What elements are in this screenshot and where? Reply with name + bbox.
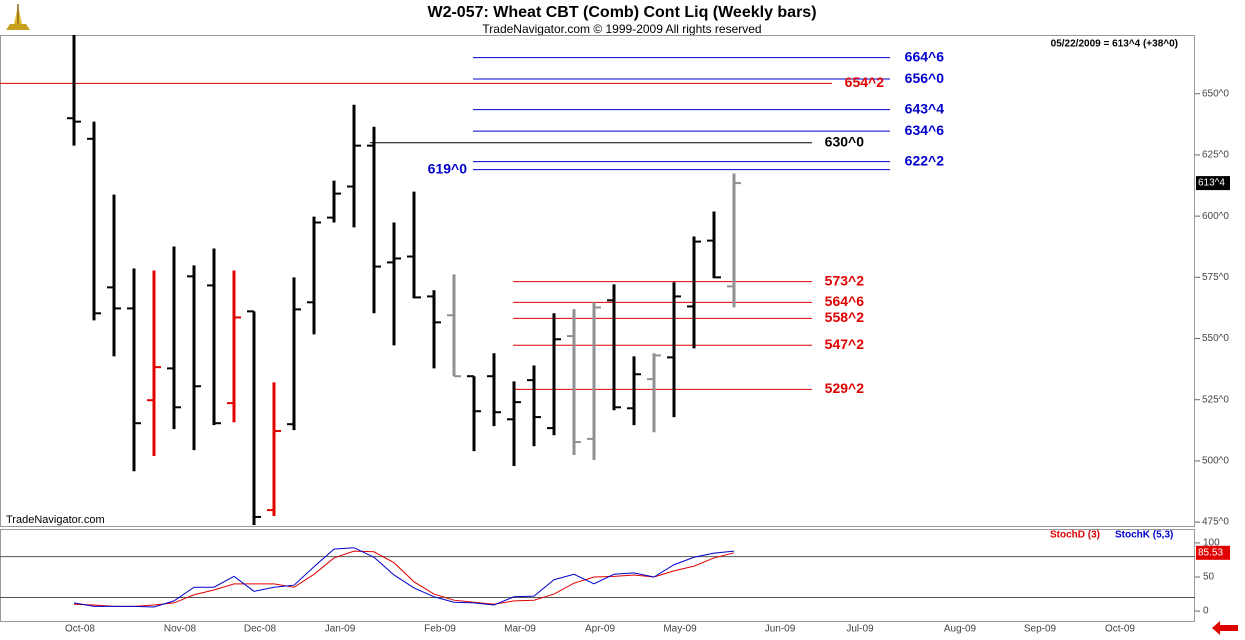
x-tick-label: May-09	[663, 624, 697, 635]
level-label: 664^6	[905, 48, 945, 64]
y-tick-label: 625^0	[1202, 150, 1229, 161]
legend-entry: StochD (3)	[1050, 530, 1100, 541]
logo	[6, 4, 30, 30]
level-label: 558^2	[825, 309, 865, 325]
stoch-panel	[0, 529, 1195, 622]
date-annotation: 05/22/2009 = 613^4 (+38^0)	[1051, 39, 1178, 50]
level-label: 643^4	[905, 100, 945, 116]
x-tick-label: Jan-09	[325, 624, 356, 635]
price-panel	[0, 35, 1195, 527]
last-stoch-label: 85.53	[1198, 547, 1223, 558]
stoch-line	[73, 547, 735, 608]
x-tick-label: Jun-09	[765, 624, 796, 635]
y-tick-label: 0	[1203, 606, 1209, 617]
level-label: 654^2	[845, 74, 885, 90]
x-tick-label: Apr-09	[585, 624, 615, 635]
x-tick-label: Nov-08	[164, 624, 197, 635]
last-stoch-box	[1196, 545, 1230, 560]
y-tick-label: 50	[1203, 572, 1215, 583]
last-price-label: 613^4	[1198, 178, 1225, 189]
x-tick-label: Aug-09	[944, 624, 977, 635]
y-tick-label: 525^0	[1202, 394, 1229, 405]
last-price-box	[1196, 176, 1230, 191]
level-label: 529^2	[825, 380, 865, 396]
scroll-arrow[interactable]	[1212, 621, 1238, 635]
level-label: 619^0	[428, 160, 468, 176]
x-tick-label: Feb-09	[424, 624, 456, 635]
y-tick-label: 475^0	[1202, 517, 1229, 528]
level-label: 630^0	[825, 133, 865, 149]
chart-subtitle: TradeNavigator.com © 1999-2009 All right…	[482, 22, 761, 36]
stoch-line	[73, 550, 735, 607]
x-tick-label: Oct-09	[1105, 624, 1135, 635]
level-label: 547^2	[825, 336, 865, 352]
y-tick-label: 650^0	[1202, 88, 1229, 99]
chart-title: W2-057: Wheat CBT (Comb) Cont Liq (Weekl…	[427, 4, 816, 21]
level-label: 622^2	[905, 152, 945, 168]
legend-entry: StochK (5,3)	[1115, 530, 1173, 541]
y-tick-label: 500^0	[1202, 456, 1229, 467]
x-tick-label: Dec-08	[244, 624, 277, 635]
x-tick-label: Mar-09	[504, 624, 536, 635]
level-label: 656^0	[905, 70, 945, 86]
y-tick-label: 550^0	[1202, 333, 1229, 344]
y-tick-label: 575^0	[1202, 272, 1229, 283]
x-tick-label: Sep-09	[1024, 624, 1057, 635]
x-tick-label: Jul-09	[846, 624, 874, 635]
watermark: TradeNavigator.com	[6, 514, 105, 526]
y-tick-label: 100	[1203, 538, 1220, 549]
level-label: 634^6	[905, 122, 945, 138]
level-label: 564^6	[825, 293, 865, 309]
y-tick-label: 600^0	[1202, 211, 1229, 222]
x-tick-label: Oct-08	[65, 624, 95, 635]
level-label: 573^2	[825, 272, 865, 288]
